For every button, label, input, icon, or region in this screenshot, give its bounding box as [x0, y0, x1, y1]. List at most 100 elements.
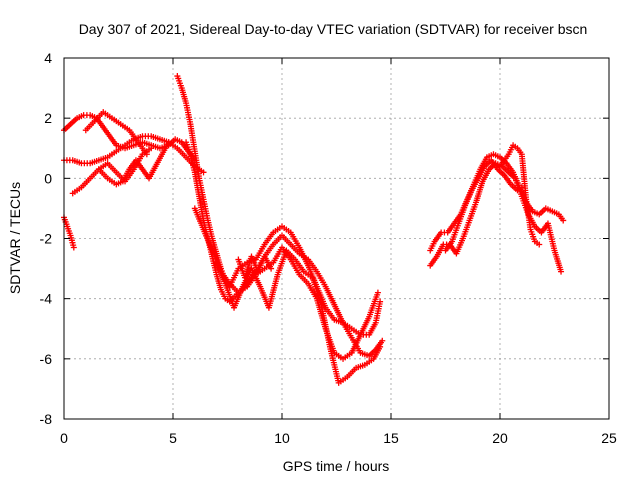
trace-marker: [176, 138, 183, 145]
trace-marker: [558, 215, 565, 222]
x-tick-label: 25: [601, 430, 617, 446]
trace-marker: [346, 351, 353, 358]
grid-lines: [64, 58, 609, 419]
trace-marker: [510, 173, 517, 180]
trace-marker: [531, 236, 538, 243]
trace-marker: [137, 133, 144, 140]
trace-marker: [181, 152, 188, 159]
trace-marker: [504, 153, 511, 160]
trace-marker: [124, 125, 131, 132]
trace-marker: [335, 377, 342, 384]
trace-marker: [376, 301, 383, 308]
trace-marker: [83, 112, 90, 119]
x-tick-label: 5: [169, 430, 177, 446]
trace-marker: [76, 159, 83, 166]
trace-marker: [493, 164, 500, 171]
trace-marker: [351, 366, 358, 373]
trace-marker: [478, 180, 485, 187]
y-tick-label: -4: [40, 291, 53, 307]
trace-marker: [191, 146, 198, 153]
x-axis-label: GPS time / hours: [283, 458, 390, 474]
trace-marker: [146, 141, 153, 148]
trace-marker: [474, 177, 481, 184]
y-tick-label: -6: [40, 351, 53, 367]
trace-marker: [330, 299, 337, 306]
trace-marker: [105, 131, 112, 138]
trace-marker: [186, 148, 193, 155]
trace-marker: [200, 215, 207, 222]
trace-marker: [454, 222, 461, 229]
trace-marker: [89, 119, 96, 126]
trace-marker: [516, 185, 523, 192]
trace-marker: [499, 159, 506, 166]
trace-marker: [312, 266, 319, 273]
trace-marker: [274, 273, 281, 280]
trace-marker: [229, 276, 236, 283]
trace-marker: [550, 245, 557, 252]
trace-marker: [347, 332, 354, 339]
trace-marker: [432, 255, 439, 262]
trace-marker: [363, 331, 370, 338]
trace-marker: [234, 267, 241, 274]
trace-marker: [557, 266, 564, 273]
trace-marker: [285, 239, 292, 246]
trace-marker: [111, 149, 118, 156]
y-tick-label: 2: [44, 110, 52, 126]
trace-marker: [138, 164, 145, 171]
trace-marker: [321, 281, 328, 288]
trace-marker: [195, 191, 202, 198]
trace-marker: [436, 231, 443, 238]
trace-marker: [356, 347, 363, 354]
trace-marker: [238, 285, 245, 292]
trace-marker: [482, 156, 489, 163]
y-tick-label: 4: [44, 50, 52, 66]
trace-marker: [326, 341, 333, 348]
trace-marker: [339, 317, 346, 324]
trace-marker: [517, 191, 524, 198]
trace-marker: [66, 157, 73, 164]
trace-marker: [93, 158, 100, 165]
trace-marker: [145, 133, 152, 140]
trace-marker: [199, 224, 206, 231]
x-tick-label: 15: [383, 430, 399, 446]
trace-marker: [307, 273, 314, 280]
trace-marker: [85, 177, 92, 184]
trace-marker: [117, 179, 124, 186]
trace-marker: [138, 153, 145, 160]
trace-marker: [66, 230, 73, 237]
x-tick-label: 20: [492, 430, 508, 446]
trace-marker: [182, 97, 189, 104]
trace-marker: [106, 113, 113, 120]
trace-marker: [303, 278, 310, 285]
trace-marker: [290, 254, 297, 261]
trace-marker: [200, 194, 207, 201]
trace-marker: [499, 170, 506, 177]
trace-marker: [158, 153, 165, 160]
trace-marker: [376, 345, 383, 352]
y-tick-label: 0: [44, 170, 52, 186]
trace-marker: [472, 201, 479, 208]
trace-marker: [268, 231, 275, 238]
x-tick-label: 0: [60, 430, 68, 446]
trace-marker: [260, 243, 267, 250]
trace-marker: [177, 82, 184, 89]
trace-marker: [142, 149, 149, 156]
trace-marker: [359, 362, 366, 369]
trace-marker: [312, 293, 319, 300]
trace-marker: [294, 248, 301, 255]
trace-marker: [517, 149, 524, 156]
trace-marker: [364, 352, 371, 359]
trace-marker: [164, 141, 171, 148]
trace-marker: [295, 269, 302, 276]
trace-marker: [547, 207, 554, 214]
trace-marker: [151, 165, 158, 172]
y-axis-label: SDTVAR / TECUs: [7, 182, 23, 294]
trace-marker: [84, 160, 91, 167]
trace-marker: [146, 146, 153, 153]
trace-marker: [115, 119, 122, 126]
trace-marker: [365, 315, 372, 322]
trace-marker: [112, 140, 119, 147]
trace-marker: [78, 113, 85, 120]
trace-marker: [125, 168, 132, 175]
trace-marker: [430, 240, 437, 247]
